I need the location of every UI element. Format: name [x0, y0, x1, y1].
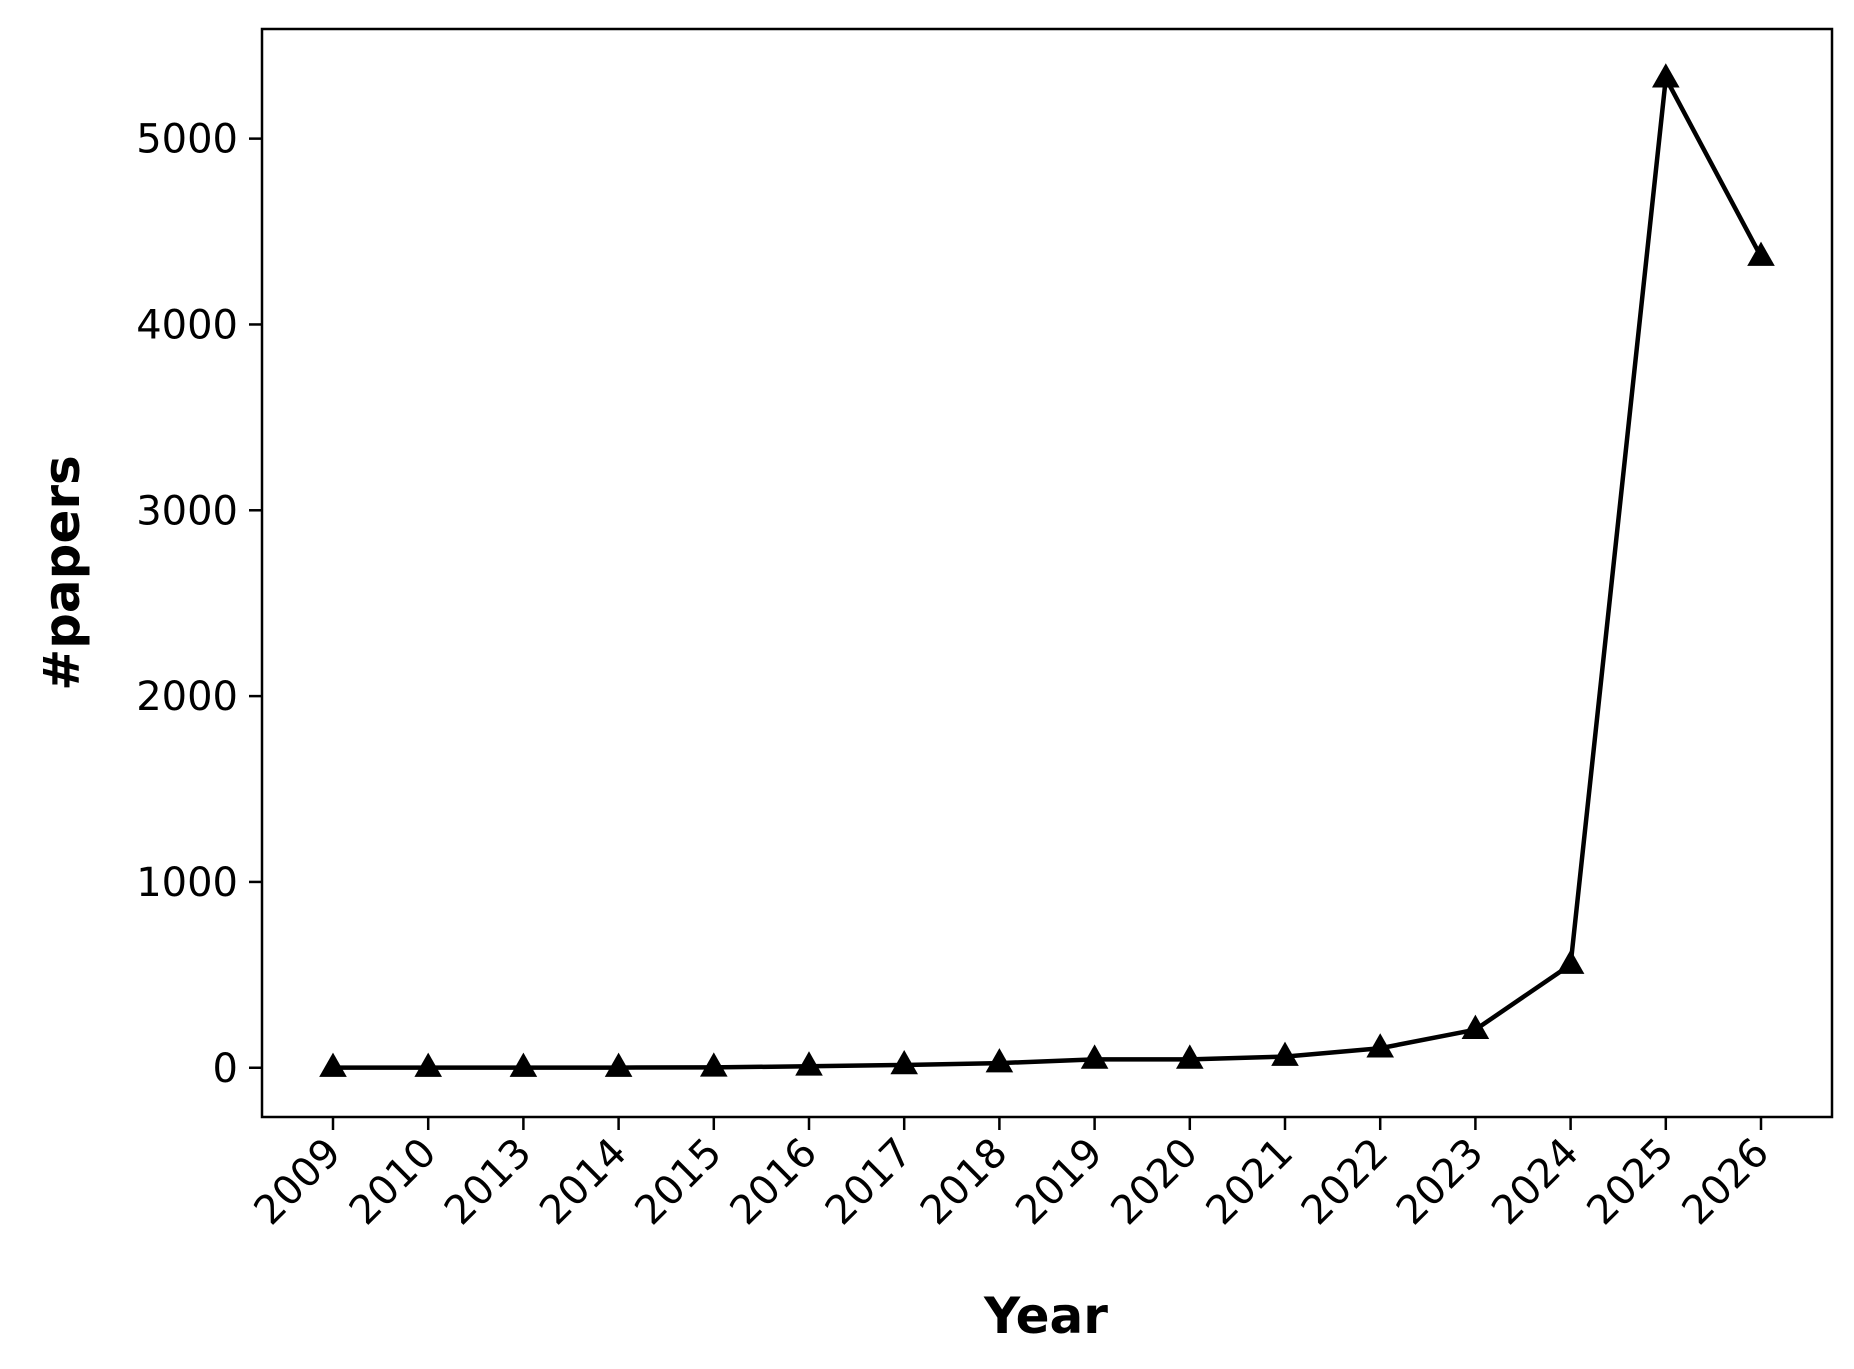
- triangle-marker: [700, 1052, 728, 1077]
- series-layer: [319, 63, 1775, 1077]
- triangle-marker: [1176, 1044, 1204, 1069]
- triangle-marker: [1271, 1041, 1299, 1066]
- triangle-marker: [890, 1049, 918, 1075]
- triangle-marker: [985, 1048, 1014, 1073]
- triangle-marker: [1747, 241, 1775, 266]
- triangle-marker: [1080, 1044, 1109, 1069]
- y-tick-label: 5000: [136, 117, 238, 163]
- x-axis-title: Year: [983, 1287, 1108, 1345]
- y-tick-label: 1000: [136, 860, 238, 906]
- triangle-marker: [1366, 1033, 1394, 1058]
- triangle-marker: [414, 1052, 442, 1077]
- y-axis-title: #papers: [33, 455, 91, 691]
- triangle-marker: [1652, 63, 1680, 88]
- y-tick-label: 2000: [136, 674, 238, 720]
- y-tick-label: 4000: [136, 302, 238, 348]
- triangle-marker: [1461, 1014, 1490, 1039]
- plot-frame: [260, 27, 1834, 1119]
- y-tick-label: 0: [213, 1046, 238, 1092]
- triangle-marker: [604, 1052, 633, 1077]
- triangle-marker: [319, 1052, 347, 1077]
- triangle-marker: [1556, 949, 1585, 974]
- series-line: [333, 75, 1763, 1070]
- triangle-marker: [509, 1052, 538, 1077]
- y-tick-label: 3000: [136, 488, 238, 534]
- triangle-marker: [795, 1051, 823, 1076]
